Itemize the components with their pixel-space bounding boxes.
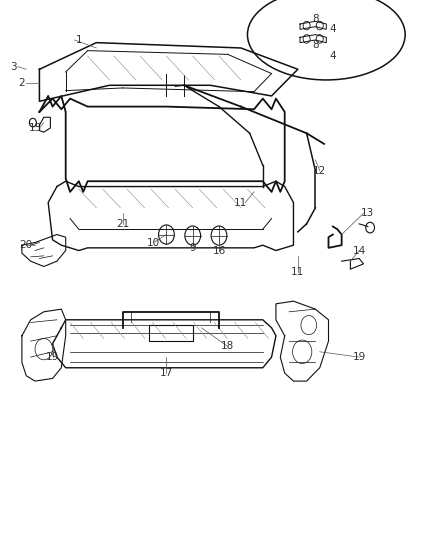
Text: 1: 1 bbox=[75, 35, 82, 45]
Text: 11: 11 bbox=[291, 267, 304, 277]
Text: 3: 3 bbox=[10, 62, 17, 71]
Text: 19: 19 bbox=[353, 352, 366, 362]
Text: 19: 19 bbox=[46, 352, 59, 362]
Text: 15: 15 bbox=[28, 123, 42, 133]
Text: 9: 9 bbox=[189, 243, 196, 253]
Text: 21: 21 bbox=[116, 219, 129, 229]
Text: 8: 8 bbox=[312, 14, 319, 23]
Text: 8: 8 bbox=[312, 41, 319, 50]
Text: 17: 17 bbox=[160, 368, 173, 378]
Text: 20: 20 bbox=[20, 240, 33, 250]
Text: 12: 12 bbox=[313, 166, 326, 175]
Text: 4: 4 bbox=[329, 25, 336, 34]
Text: 16: 16 bbox=[212, 246, 226, 255]
Text: 2: 2 bbox=[18, 78, 25, 87]
Text: 18: 18 bbox=[221, 342, 234, 351]
Text: 11: 11 bbox=[234, 198, 247, 207]
Text: 4: 4 bbox=[329, 51, 336, 61]
Text: 13: 13 bbox=[361, 208, 374, 218]
Text: 10: 10 bbox=[147, 238, 160, 247]
Text: 14: 14 bbox=[353, 246, 366, 255]
